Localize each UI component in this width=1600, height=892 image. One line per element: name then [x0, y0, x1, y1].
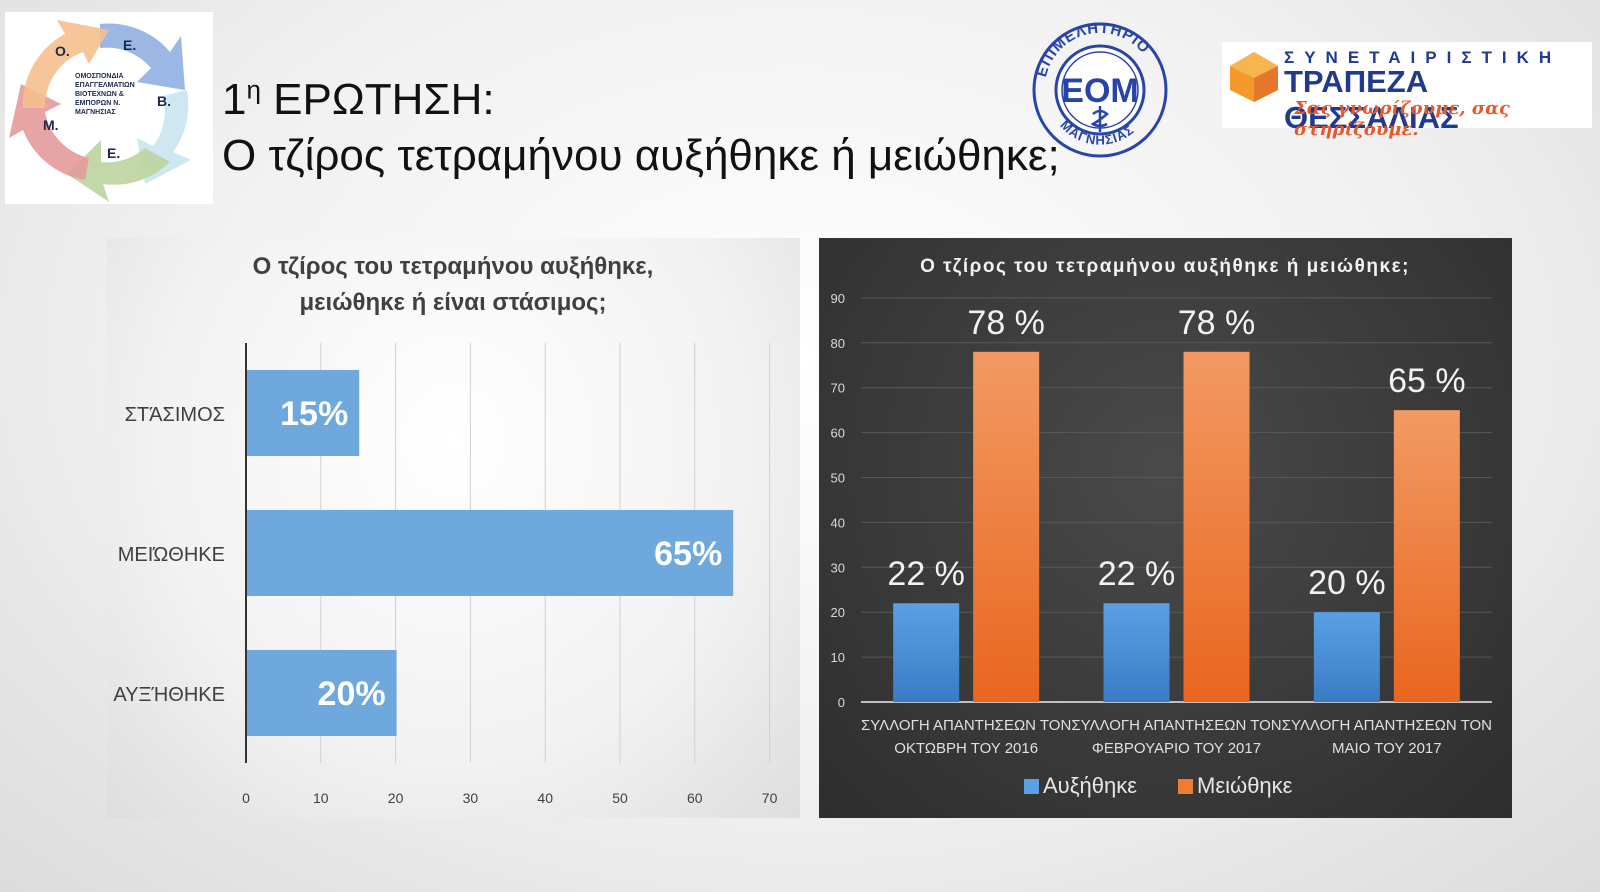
left-chart-title-line-2: μειώθηκε ή είναι στάσιμος; [299, 289, 606, 316]
omep-line-3: ΒΙΟΤΕΧΝΩΝ & [75, 91, 124, 98]
left-bar [247, 510, 734, 596]
bank-logo: ΣΥΝΕΤΑΙΡΙΣΤΙΚΗ ΤΡΑΠΕΖΑ ΘΕΣΣΑΛΙΑΣ Σας γνω… [1222, 42, 1592, 140]
left-bar [247, 370, 360, 456]
left-x-tick-label: 70 [762, 790, 778, 806]
right-chart-panel: Ο τζίρος του τετραμήνου αυξήθηκε ή μειώθ… [819, 238, 1512, 818]
eom-logo: ΕΠΙΜΕΛΗΤΗΡΙΟ ΜΑΓΝΗΣΙΑΣ ΕΟΜ [1015, 10, 1185, 160]
bank-top-text: ΣΥΝΕΤΑΙΡΙΣΤΙΚΗ [1284, 48, 1562, 67]
right-y-tick-label: 50 [831, 471, 845, 486]
title-superscript: η [246, 74, 261, 105]
bank-slogan-text: Σας γνωρίζουμε, σας στηρίζουμε. [1294, 98, 1510, 140]
left-category-label: ΑΥΞΉΘΗΚΕ [113, 684, 225, 706]
omep-logo-graphic: Ο. Ε. Β. Ε. Μ. ΟΜΟΣΠΟΝΔΙΑ ΕΠΑΓΓΕΛΜΑΤΙΩΝ … [9, 20, 191, 202]
omep-line-2: ΕΠΑΓΓΕΛΜΑΤΙΩΝ [75, 82, 135, 89]
right-bar-data-label: 65 % [1388, 362, 1466, 400]
omep-letter-e2: Ε. [107, 145, 120, 161]
left-x-tick-label: 60 [687, 790, 703, 806]
left-bar-data-label: 65% [654, 535, 722, 573]
right-y-tick-label: 30 [831, 560, 845, 575]
right-y-tick-label: 90 [831, 291, 845, 306]
left-x-tick-label: 0 [242, 790, 250, 806]
title-line-2: Ο τζίρος τετραμήνου αυξήθηκε ή μειώθηκε; [222, 131, 1060, 180]
legend-swatch-decreased [1178, 779, 1193, 794]
left-chart-title-line-1: Ο τζίρος του τετραμήνου αυξήθηκε, [253, 253, 654, 280]
right-category-label: ΣΥΛΛΟΓΗ ΑΠΑΝΤΗΣΕΩΝ ΤΟΝ [1282, 717, 1492, 734]
right-category-label: ΣΥΛΛΟΓΗ ΑΠΑΝΤΗΣΕΩΝ ΤΟΝ [861, 717, 1071, 734]
left-x-tick-label: 20 [388, 790, 404, 806]
right-category-label: ΦΕΒΡΟΥΑΡΙΟ ΤΟΥ 2017 [1092, 740, 1261, 757]
omep-letter-e1: Ε. [123, 37, 136, 53]
left-x-tick-label: 40 [537, 790, 553, 806]
omep-line-1: ΟΜΟΣΠΟΝΔΙΑ [75, 73, 124, 80]
right-y-tick-label: 70 [831, 381, 845, 396]
right-bar-increased [1313, 612, 1380, 702]
right-bar-chart: Ο τζίρος του τετραμήνου αυξήθηκε ή μειώθ… [831, 256, 1492, 798]
right-y-tick-label: 60 [831, 426, 845, 441]
right-y-tick-label: 40 [831, 515, 845, 530]
title-question-label: ΕΡΩΤΗΣΗ: [260, 75, 495, 124]
left-category-label: ΜΕΙΏΘΗΚΕ [118, 544, 225, 566]
eom-center-text: ΕΟΜ [1061, 72, 1138, 110]
page-title: 1η ΕΡΩΤΗΣΗ: Ο τζίρος τετραμήνου αυξήθηκε… [222, 72, 1060, 184]
right-bar-decreased [1393, 410, 1460, 702]
right-bar-data-label: 78 % [1178, 304, 1256, 342]
left-bar-data-label: 20% [318, 675, 386, 713]
left-x-tick-label: 10 [313, 790, 329, 806]
title-number: 1 [222, 75, 247, 124]
right-y-tick-label: 20 [831, 605, 845, 620]
title-line-1: 1η ΕΡΩΤΗΣΗ: [222, 72, 1060, 128]
right-bar-data-label: 22 % [1098, 555, 1176, 593]
left-chart-panel: Ο τζίρος του τετραμήνου αυξήθηκε, μειώθη… [107, 238, 800, 818]
bank-name-text: ΤΡΑΠΕΖΑ ΘΕΣΣΑΛΙΑΣ [1284, 64, 1459, 135]
bank-logo-mark [1230, 52, 1278, 102]
left-category-label: ΣΤΆΣΙΜΟΣ [125, 404, 225, 426]
legend-label-decreased: Μειώθηκε [1197, 773, 1293, 798]
right-chart-title: Ο τζίρος του τετραμήνου αυξήθηκε ή μειώθ… [920, 256, 1410, 277]
right-bar-decreased [973, 351, 1040, 702]
omep-letter-m: Μ. [43, 117, 59, 133]
right-category-label: ΟΚΤΩΒΡΗ ΤΟΥ 2016 [894, 740, 1038, 757]
right-bar-decreased [1183, 351, 1250, 702]
right-bar-data-label: 22 % [887, 555, 965, 593]
left-bar [247, 650, 397, 736]
omep-logo: Ο. Ε. Β. Ε. Μ. ΟΜΟΣΠΟΝΔΙΑ ΕΠΑΓΓΕΛΜΑΤΙΩΝ … [5, 12, 213, 204]
right-y-tick-label: 0 [838, 695, 845, 710]
omep-letter-b: Β. [157, 93, 171, 109]
legend-swatch-increased [1024, 779, 1039, 794]
right-category-label: ΜΑΙΟ ΤΟΥ 2017 [1332, 740, 1442, 757]
right-bar-increased [893, 603, 960, 702]
right-y-tick-label: 10 [831, 650, 845, 665]
omep-line-4: ΕΜΠΟΡΩΝ Ν. [75, 100, 120, 107]
omep-line-5: ΜΑΓΝΗΣΙΑΣ [75, 109, 116, 116]
left-bar-data-label: 15% [280, 395, 348, 433]
legend-label-increased: Αυξήθηκε [1043, 773, 1137, 798]
eom-logo-graphic: ΕΠΙΜΕΛΗΤΗΡΙΟ ΜΑΓΝΗΣΙΑΣ ΕΟΜ [1032, 20, 1168, 158]
right-y-tick-label: 80 [831, 336, 845, 351]
right-bar-data-label: 20 % [1308, 564, 1386, 602]
right-category-label: ΣΥΛΛΟΓΗ ΑΠΑΝΤΗΣΕΩΝ ΤΟΝ [1071, 717, 1281, 734]
left-x-tick-label: 30 [463, 790, 479, 806]
right-bar-increased [1103, 603, 1170, 702]
omep-letter-o: Ο. [55, 43, 70, 59]
right-bar-data-label: 78 % [967, 304, 1045, 342]
left-bar-chart: Ο τζίρος του τετραμήνου αυξήθηκε, μειώθη… [113, 253, 778, 806]
left-x-tick-label: 50 [612, 790, 628, 806]
